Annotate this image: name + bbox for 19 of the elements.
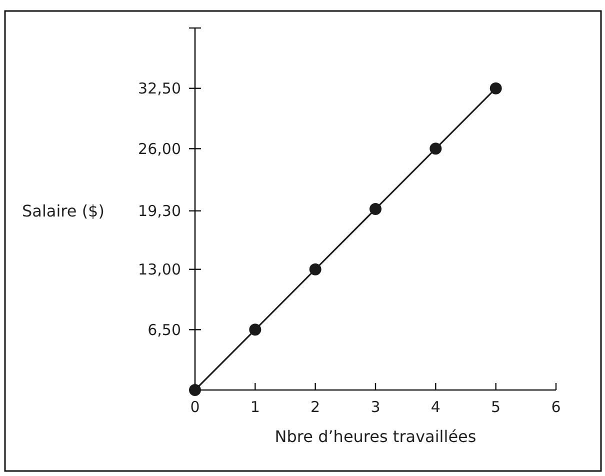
x-tick-label: 3 xyxy=(370,398,380,416)
x-tick-label: 2 xyxy=(310,398,320,416)
x-tick-label: 6 xyxy=(551,398,561,416)
point xyxy=(370,203,382,215)
x-tick-label: 0 xyxy=(190,398,200,416)
x-tick-label: 5 xyxy=(491,398,501,416)
x-tick-label: 1 xyxy=(250,398,260,416)
y-tick-label: 32,50 xyxy=(138,80,181,98)
point xyxy=(490,82,502,94)
y-tick-label: 13,00 xyxy=(138,260,181,279)
x-axis-title: Nbre d’heures travaillées xyxy=(274,427,476,446)
y-tick-label: 19,30 xyxy=(138,202,181,220)
y-tick-label: 26,00 xyxy=(138,140,181,158)
x-tick-label: 4 xyxy=(430,398,440,416)
point xyxy=(249,324,262,336)
point xyxy=(309,263,322,276)
y-tick-label: 6,50 xyxy=(148,320,181,339)
point xyxy=(430,142,442,155)
y-axis-title: Salaire ($) xyxy=(22,202,104,221)
